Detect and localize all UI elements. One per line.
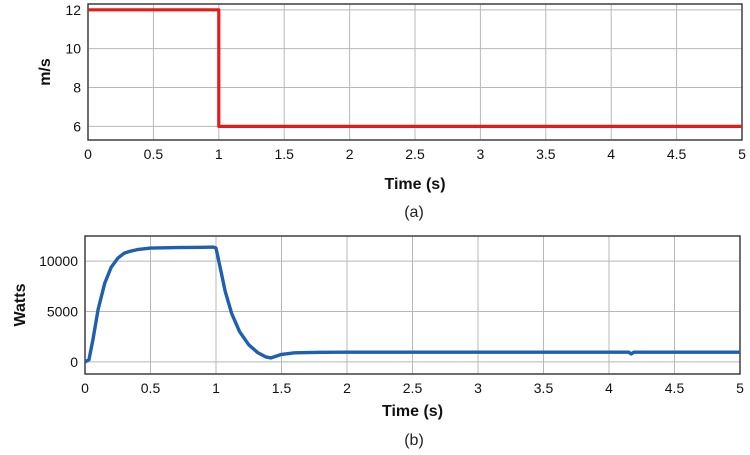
panel-b-y-axis-label: Watts [12, 283, 29, 326]
panel-a-x-tick-label: 5 [738, 146, 746, 162]
panel-b-x-tick-label: 0.5 [141, 380, 161, 396]
panel-b-series-line [84, 245, 740, 364]
panel-b-y-tick-label: 5000 [47, 304, 78, 320]
panel-a-x-tick-label: 2 [346, 146, 354, 162]
panel-a-y-tick-label: 8 [73, 80, 81, 96]
panel-b-x-tick-label: 3.5 [534, 380, 554, 396]
chart-panel-b: 0 0.5 1 1.5 2 2.5 3 3.5 4 4.5 5 0 5000 10000 Time (s) W… [12, 235, 744, 420]
panel-b-y-tick-label: 0 [70, 354, 78, 370]
panel-b-x-tick-label: 0 [81, 380, 89, 396]
panel-a-caption: (a) [404, 204, 424, 221]
panel-b-plot-border [84, 235, 741, 375]
panel-a-plot-border [87, 3, 743, 141]
panel-a-x-axis-label: Time (s) [384, 176, 445, 193]
panel-b-caption: (b) [404, 432, 424, 449]
panel-a-y-tick-label: 6 [73, 118, 81, 134]
chart-panel-a: 0 0.5 1 1.5 2 2.5 3 3.5 4 4.5 5 6 8 10 12 Time (s) m/s [37, 2, 746, 193]
panel-a-x-tick-label: 0 [84, 146, 92, 162]
panel-a-y-tick-label: 10 [65, 41, 81, 57]
panel-a-x-tick-label: 1.5 [274, 146, 294, 162]
panel-a-x-tick-label: 0.5 [144, 146, 164, 162]
panel-b-x-tick-label: 1 [212, 380, 220, 396]
panel-b-x-tick-label: 3 [474, 380, 482, 396]
panel-a-x-tick-label: 4.5 [667, 146, 687, 162]
panel-b-x-tick-label: 2.5 [403, 380, 423, 396]
panel-b-x-tick-label: 1.5 [272, 380, 292, 396]
panel-a-y-axis-label: m/s [37, 58, 54, 86]
panel-b-x-tick-label: 4 [605, 380, 613, 396]
panel-a-series-line [88, 8, 742, 129]
panel-b-x-axis-label: Time (s) [382, 403, 443, 420]
panel-b-x-tick-label: 4.5 [665, 380, 685, 396]
panel-a-x-tick-label: 1 [215, 146, 223, 162]
panel-a-y-tick-label: 12 [65, 2, 81, 18]
panel-a-x-tick-label: 2.5 [405, 146, 425, 162]
panel-b-y-tick-label: 10000 [39, 253, 78, 269]
panel-b-x-tick-label: 5 [736, 380, 744, 396]
panel-a-x-tick-label: 4 [607, 146, 615, 162]
panel-b-x-tick-label: 2 [343, 380, 351, 396]
panel-a-x-tick-label: 3.5 [536, 146, 556, 162]
panel-a-x-tick-label: 3 [477, 146, 485, 162]
